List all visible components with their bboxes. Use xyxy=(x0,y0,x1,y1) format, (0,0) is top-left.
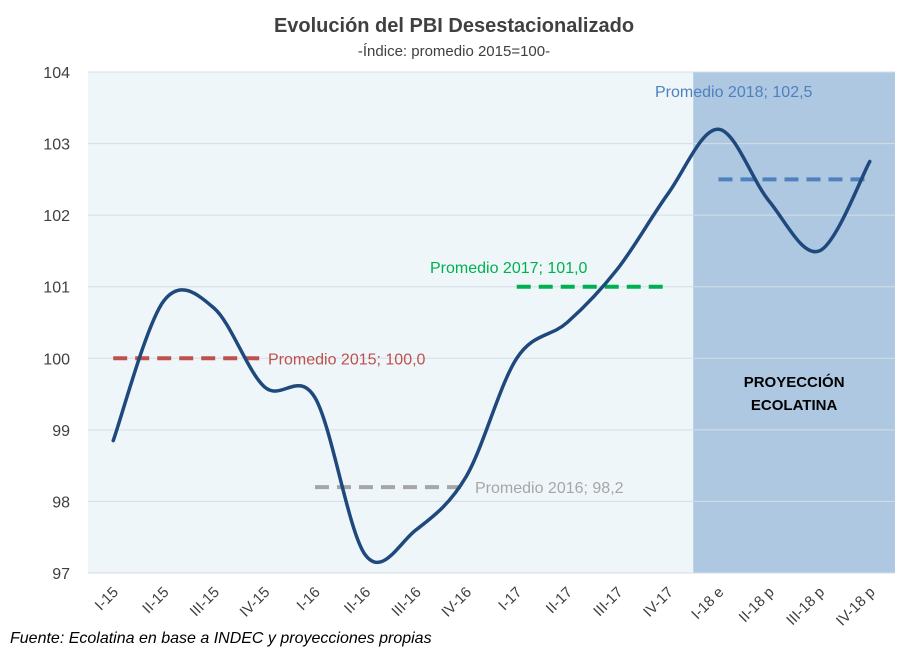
x-tick-label: III-18 p xyxy=(783,584,828,629)
y-tick-label: 97 xyxy=(52,566,70,583)
average-label: Promedio 2017; 101,0 xyxy=(430,260,588,277)
x-tick-label: IV-16 xyxy=(438,584,475,621)
y-tick-label: 102 xyxy=(43,208,70,225)
projection-region xyxy=(693,72,895,573)
x-tick-label: IV-17 xyxy=(640,584,677,621)
y-tick-label: 103 xyxy=(43,137,70,154)
projection-label-line1: PROYECCIÓN xyxy=(744,373,845,391)
average-label: Promedio 2018; 102,5 xyxy=(655,84,813,101)
chart-title: Evolución del PBI Desestacionalizado xyxy=(274,15,634,37)
x-tick-label: I-15 xyxy=(92,584,122,614)
y-tick-label: 99 xyxy=(52,423,70,440)
x-tick-label: II-15 xyxy=(139,584,172,617)
y-tick-label: 98 xyxy=(52,494,70,511)
chart-subtitle: -Índice: promedio 2015=100- xyxy=(358,43,550,60)
y-tick-label: 104 xyxy=(43,65,70,82)
x-tick-label: III-16 xyxy=(388,584,424,620)
x-tick-label: I-17 xyxy=(495,584,525,614)
x-tick-label: II-18 p xyxy=(736,584,778,626)
x-tick-label: I-16 xyxy=(293,584,323,614)
projection-label-line2: ECOLATINA xyxy=(751,397,838,414)
x-tick-label: I-18 e xyxy=(688,584,727,623)
series-line xyxy=(111,127,872,564)
x-tick-label: IV-18 p xyxy=(833,584,879,630)
source-note: Fuente: Ecolatina en base a INDEC y proy… xyxy=(10,630,432,647)
x-tick-label: III-15 xyxy=(187,584,223,620)
y-tick-label: 101 xyxy=(43,280,70,297)
average-label: Promedio 2016; 98,2 xyxy=(475,480,624,497)
x-tick-label: IV-15 xyxy=(237,584,274,621)
x-tick-label: II-17 xyxy=(543,584,576,617)
average-label: Promedio 2015; 100,0 xyxy=(268,351,426,368)
y-tick-label: 100 xyxy=(43,351,70,368)
x-tick-label: II-16 xyxy=(341,584,374,617)
x-tick-label: III-17 xyxy=(590,584,626,620)
